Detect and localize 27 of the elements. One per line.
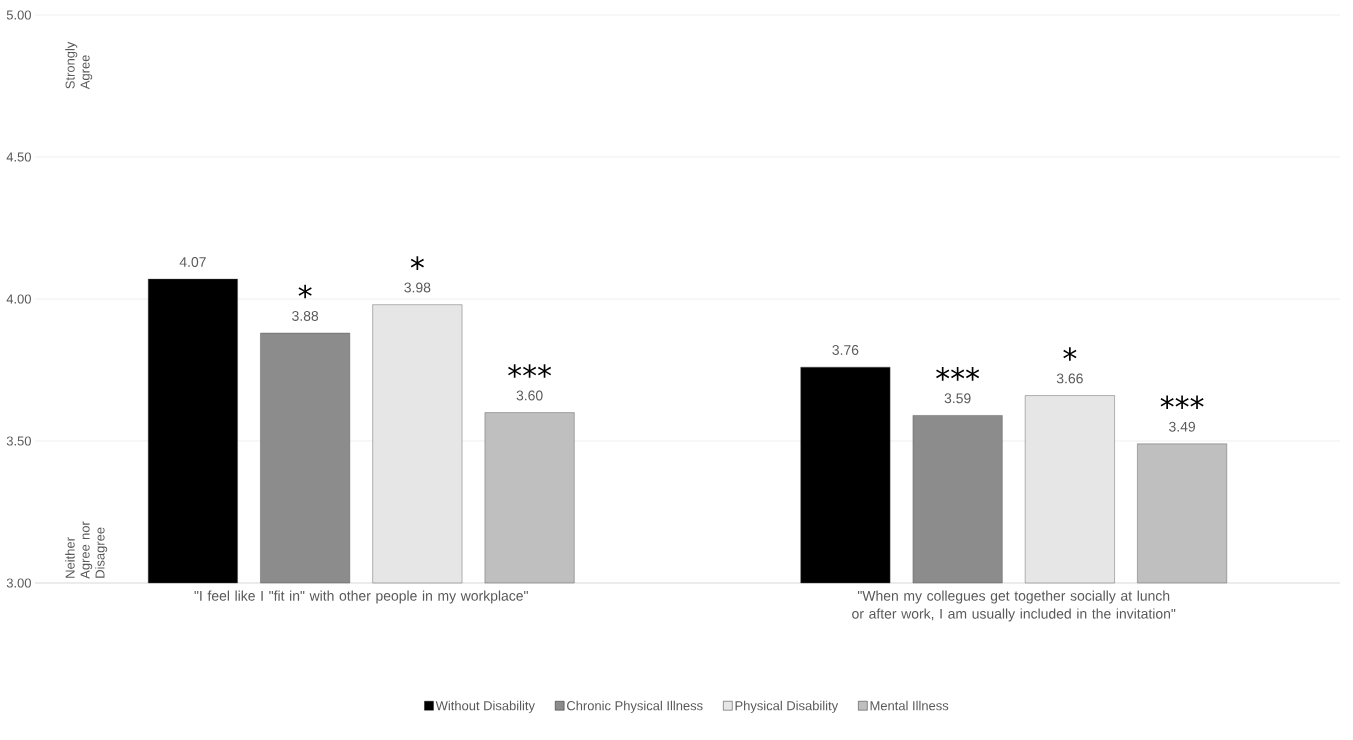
legend-label: Chronic Physical Illness [567, 700, 703, 713]
annotation: * [298, 284, 312, 299]
data-label: 3.88 [292, 310, 319, 321]
x-tick-label: "When my collegues get together socially at lunch or after work, I am usually included in the invitation" [852, 590, 1176, 622]
annotation: * [410, 256, 424, 270]
annotation: * [1063, 347, 1077, 361]
data-label: 4.07 [179, 257, 206, 267]
data-label: 3.76 [832, 345, 859, 355]
data-label: 3.59 [944, 393, 971, 404]
data-label: 3.98 [404, 282, 431, 293]
data-label: 3.49 [1169, 421, 1195, 432]
legend-label: Without Disability [435, 700, 535, 713]
y-tick-label: 3.00 [6, 578, 31, 588]
y-tick-label: 3.50 [6, 436, 31, 446]
y-tick-label: 5.00 [6, 10, 31, 20]
annotation: *** [936, 367, 980, 381]
annotation: *** [508, 364, 552, 378]
annotation: *** [1160, 395, 1204, 410]
data-label: 3.66 [1056, 373, 1083, 384]
annotation: Strongly Agree [65, 41, 93, 90]
annotation: Neither Agree nor Disagree [65, 521, 108, 579]
legend-label: Physical Disability [735, 700, 839, 713]
legend-label: Mental Illness [870, 700, 949, 711]
data-label: 3.60 [516, 390, 543, 401]
y-tick-label: 4.50 [6, 152, 31, 162]
y-tick-label: 4.00 [6, 294, 31, 304]
x-tick-label: "I feel like I "fit in" with other people in my workplace" [194, 590, 528, 604]
